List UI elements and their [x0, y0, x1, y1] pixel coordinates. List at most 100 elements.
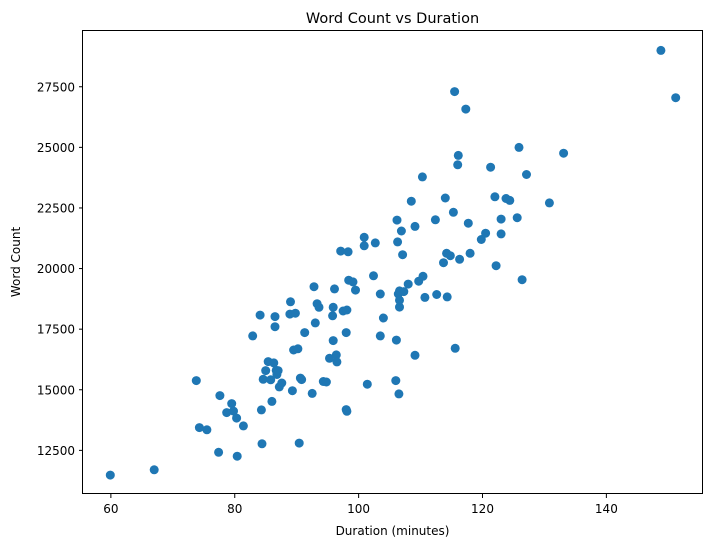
data-point-63	[351, 285, 360, 295]
data-point-7	[222, 408, 232, 418]
x-axis-label: Duration (minutes)	[336, 524, 450, 538]
data-point-84	[403, 279, 413, 289]
x-tick-label-1: 80	[227, 502, 242, 516]
data-point-121	[544, 198, 554, 208]
data-point-68	[370, 238, 380, 248]
data-point-106	[463, 218, 473, 228]
x-axis-ticks: 60 80 100 120 140	[103, 494, 618, 516]
y-axis-ticks: 12500 15000 17500 20000 22500 25000 27500	[37, 80, 83, 458]
data-point-70	[375, 331, 385, 341]
data-point-123	[656, 45, 666, 55]
data-point-118	[514, 142, 524, 152]
data-point-39	[300, 328, 310, 338]
data-point-56	[341, 328, 351, 338]
data-point-83	[399, 287, 409, 297]
data-point-24	[270, 322, 280, 332]
data-point-49	[328, 336, 338, 346]
data-point-58	[342, 406, 352, 416]
data-point-10	[232, 413, 242, 423]
data-point-3	[194, 423, 204, 433]
data-point-77	[394, 389, 404, 399]
x-tick-label-0: 60	[103, 502, 118, 516]
data-point-16	[257, 439, 267, 449]
data-point-101	[450, 343, 460, 353]
data-point-117	[512, 213, 522, 223]
data-point-107	[465, 248, 475, 258]
data-point-42	[310, 318, 320, 328]
data-point-108	[476, 235, 486, 244]
data-point-11	[232, 451, 242, 461]
x-tick-label-4: 140	[595, 502, 618, 516]
data-point-29	[277, 378, 287, 388]
data-point-48	[328, 311, 338, 321]
data-point-102	[453, 160, 463, 170]
y-axis-label: Word Count	[9, 227, 23, 298]
data-point-100	[450, 87, 460, 97]
data-point-6	[215, 391, 225, 401]
points-layer	[105, 45, 681, 480]
data-point-67	[369, 271, 378, 281]
data-point-87	[410, 221, 420, 231]
data-point-75	[393, 237, 403, 247]
x-tick-label-2: 100	[347, 502, 370, 516]
data-point-79	[395, 302, 404, 312]
data-point-82	[398, 250, 408, 260]
data-point-89	[417, 172, 427, 182]
data-point-36	[294, 438, 304, 448]
y-tick-label-5: 25000	[37, 141, 75, 155]
data-point-112	[491, 261, 501, 271]
data-point-124	[671, 93, 681, 103]
data-point-53	[332, 357, 342, 367]
data-point-98	[445, 251, 455, 261]
data-point-93	[432, 290, 442, 299]
data-point-2	[191, 376, 201, 386]
chart-title: Word Count vs Duration	[306, 11, 479, 27]
y-tick-label-4: 22500	[37, 201, 75, 215]
data-point-66	[362, 379, 372, 389]
data-point-90	[418, 271, 428, 281]
data-point-99	[448, 207, 458, 217]
data-point-74	[392, 215, 402, 225]
data-point-12	[238, 421, 248, 431]
data-point-34	[290, 308, 300, 318]
y-tick-label-3: 20000	[37, 262, 75, 276]
data-point-120	[522, 170, 531, 179]
data-point-91	[420, 292, 430, 302]
data-point-103	[453, 150, 463, 160]
data-point-81	[396, 226, 406, 236]
data-point-94	[439, 258, 448, 268]
data-point-8	[227, 399, 237, 409]
data-point-20	[266, 375, 276, 385]
data-point-62	[348, 277, 358, 287]
data-point-23	[270, 312, 280, 322]
data-point-71	[378, 313, 388, 323]
data-point-18	[261, 366, 271, 376]
data-point-95	[440, 193, 450, 203]
data-point-21	[267, 396, 277, 406]
data-point-44	[314, 302, 324, 312]
x-tick-label-3: 120	[471, 502, 494, 516]
data-point-14	[255, 310, 265, 320]
y-tick-label-2: 17500	[37, 323, 75, 337]
data-point-50	[328, 302, 338, 312]
y-tick-label-6: 27500	[37, 80, 75, 94]
data-point-105	[461, 104, 471, 114]
data-point-5	[214, 447, 224, 457]
data-point-31	[286, 297, 295, 307]
data-point-114	[496, 229, 506, 239]
data-point-92	[430, 215, 440, 225]
data-point-72	[391, 376, 401, 386]
data-point-54	[336, 246, 346, 256]
data-point-60	[343, 247, 353, 257]
data-point-41	[309, 282, 319, 292]
data-point-86	[410, 350, 420, 360]
data-point-85	[406, 196, 416, 206]
y-tick-label-0: 12500	[37, 444, 75, 458]
data-point-69	[375, 289, 385, 299]
data-point-109	[481, 228, 491, 238]
data-point-122	[559, 148, 569, 158]
data-point-4	[202, 425, 212, 435]
plot-frame	[82, 30, 703, 494]
y-tick-label-1: 15000	[37, 383, 75, 397]
